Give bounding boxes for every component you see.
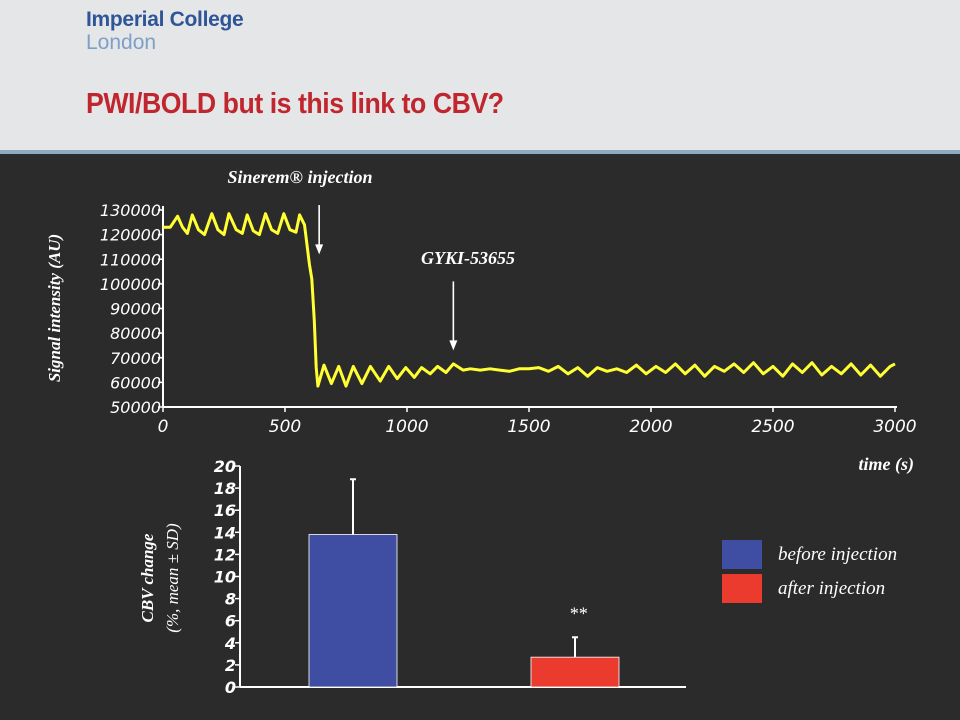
header-divider [0, 150, 960, 154]
logo-line-1: Imperial College [86, 8, 244, 31]
x-tick-label: 0 [158, 417, 169, 437]
bar-before-injection [308, 534, 398, 688]
signal-trace-series [163, 212, 896, 388]
legend-label: after injection [778, 578, 885, 599]
slide-title: PWI/BOLD but is this link to CBV? [86, 88, 504, 120]
y-tick-label: 100000 [100, 275, 161, 294]
x-axis-label: time (s) [859, 454, 915, 475]
annotation-arrow-head [449, 340, 458, 351]
x-tick-label: 2500 [751, 417, 794, 437]
bar-y-tick-label: 14 [214, 523, 236, 542]
x-tick-label: 3000 [873, 417, 916, 437]
bar-y-tick-label: 10 [214, 568, 236, 587]
bar-y-tick-label: 16 [214, 501, 236, 520]
bar-y-tick-label: 4 [224, 634, 236, 653]
y-tick-label: 50000 [110, 398, 161, 417]
y-tick-label: 60000 [110, 373, 161, 392]
x-tick-label: 2000 [629, 417, 672, 437]
y-tick-label: 70000 [110, 349, 161, 368]
legend-swatch [722, 574, 762, 603]
y-tick-label: 130000 [100, 201, 161, 220]
bar-y-tick-label: 0 [225, 678, 236, 697]
x-tick-label: 1000 [385, 417, 428, 437]
bar-y-axis-sublabel: (%, mean ± SD) [163, 523, 182, 633]
annotation-arrow-head [315, 244, 324, 255]
bar-y-tick-label: 6 [225, 612, 236, 631]
y-tick-label: 90000 [110, 300, 161, 319]
bar-y-tick-label: 8 [225, 590, 236, 609]
bar-y-tick-label: 12 [214, 545, 236, 564]
legend-swatch [722, 540, 762, 569]
y-tick-label: 110000 [100, 250, 161, 269]
bar-y-tick-label: 2 [225, 656, 236, 675]
logo-line-2: London [86, 31, 157, 54]
y-tick-label: 120000 [100, 226, 161, 245]
legend-label: before injection [778, 544, 897, 565]
y-axis-label: Signal intensity (AU) [45, 234, 64, 382]
annotation-label: Sinerem® injection [228, 167, 373, 187]
bar-y-tick-label: 18 [214, 479, 236, 498]
annotation-label: GYKI-53655 [421, 248, 515, 268]
bar-y-axis-label: CBV change [138, 533, 157, 622]
signal-intensity-chart: 130000 120000 110000 100000 90000 80000 70000 6… [45, 167, 917, 475]
x-tick-label: 1500 [507, 417, 550, 437]
bar-y-tick-label: 20 [214, 457, 236, 476]
significance-marker: ** [569, 603, 587, 623]
y-tick-label: 80000 [110, 324, 161, 343]
bar-after-injection [530, 656, 620, 688]
slide-header: Imperial College London PWI/BOLD but is … [0, 0, 960, 150]
x-tick-label: 500 [269, 417, 301, 437]
imperial-college-logo: Imperial College London [86, 8, 244, 54]
